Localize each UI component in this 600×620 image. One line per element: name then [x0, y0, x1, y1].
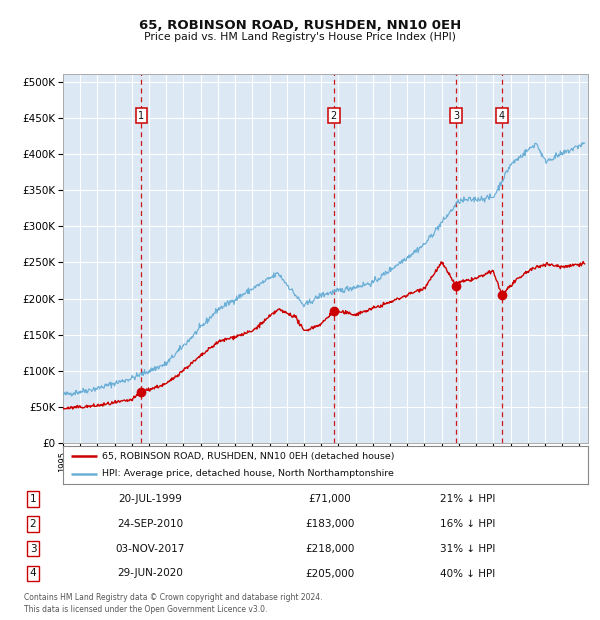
Text: 21% ↓ HPI: 21% ↓ HPI	[440, 494, 496, 504]
Text: 1: 1	[138, 110, 145, 121]
Text: 2: 2	[331, 110, 337, 121]
Text: 16% ↓ HPI: 16% ↓ HPI	[440, 519, 496, 529]
Text: HPI: Average price, detached house, North Northamptonshire: HPI: Average price, detached house, Nort…	[103, 469, 394, 478]
Text: 1: 1	[29, 494, 37, 504]
Text: Price paid vs. HM Land Registry's House Price Index (HPI): Price paid vs. HM Land Registry's House …	[144, 32, 456, 42]
Text: 29-JUN-2020: 29-JUN-2020	[117, 569, 183, 578]
Text: 4: 4	[499, 110, 505, 121]
Text: 24-SEP-2010: 24-SEP-2010	[117, 519, 183, 529]
Text: 65, ROBINSON ROAD, RUSHDEN, NN10 0EH: 65, ROBINSON ROAD, RUSHDEN, NN10 0EH	[139, 19, 461, 32]
Text: 03-NOV-2017: 03-NOV-2017	[115, 544, 185, 554]
Text: £218,000: £218,000	[305, 544, 355, 554]
Text: £205,000: £205,000	[305, 569, 355, 578]
Text: 31% ↓ HPI: 31% ↓ HPI	[440, 544, 496, 554]
Text: 3: 3	[453, 110, 459, 121]
Text: £71,000: £71,000	[308, 494, 352, 504]
Text: £183,000: £183,000	[305, 519, 355, 529]
Text: 2: 2	[29, 519, 37, 529]
Text: 4: 4	[29, 569, 37, 578]
Text: Contains HM Land Registry data © Crown copyright and database right 2024.
This d: Contains HM Land Registry data © Crown c…	[24, 593, 323, 614]
Text: 3: 3	[29, 544, 37, 554]
Text: 65, ROBINSON ROAD, RUSHDEN, NN10 0EH (detached house): 65, ROBINSON ROAD, RUSHDEN, NN10 0EH (de…	[103, 452, 395, 461]
Text: 40% ↓ HPI: 40% ↓ HPI	[440, 569, 496, 578]
Text: 20-JUL-1999: 20-JUL-1999	[118, 494, 182, 504]
